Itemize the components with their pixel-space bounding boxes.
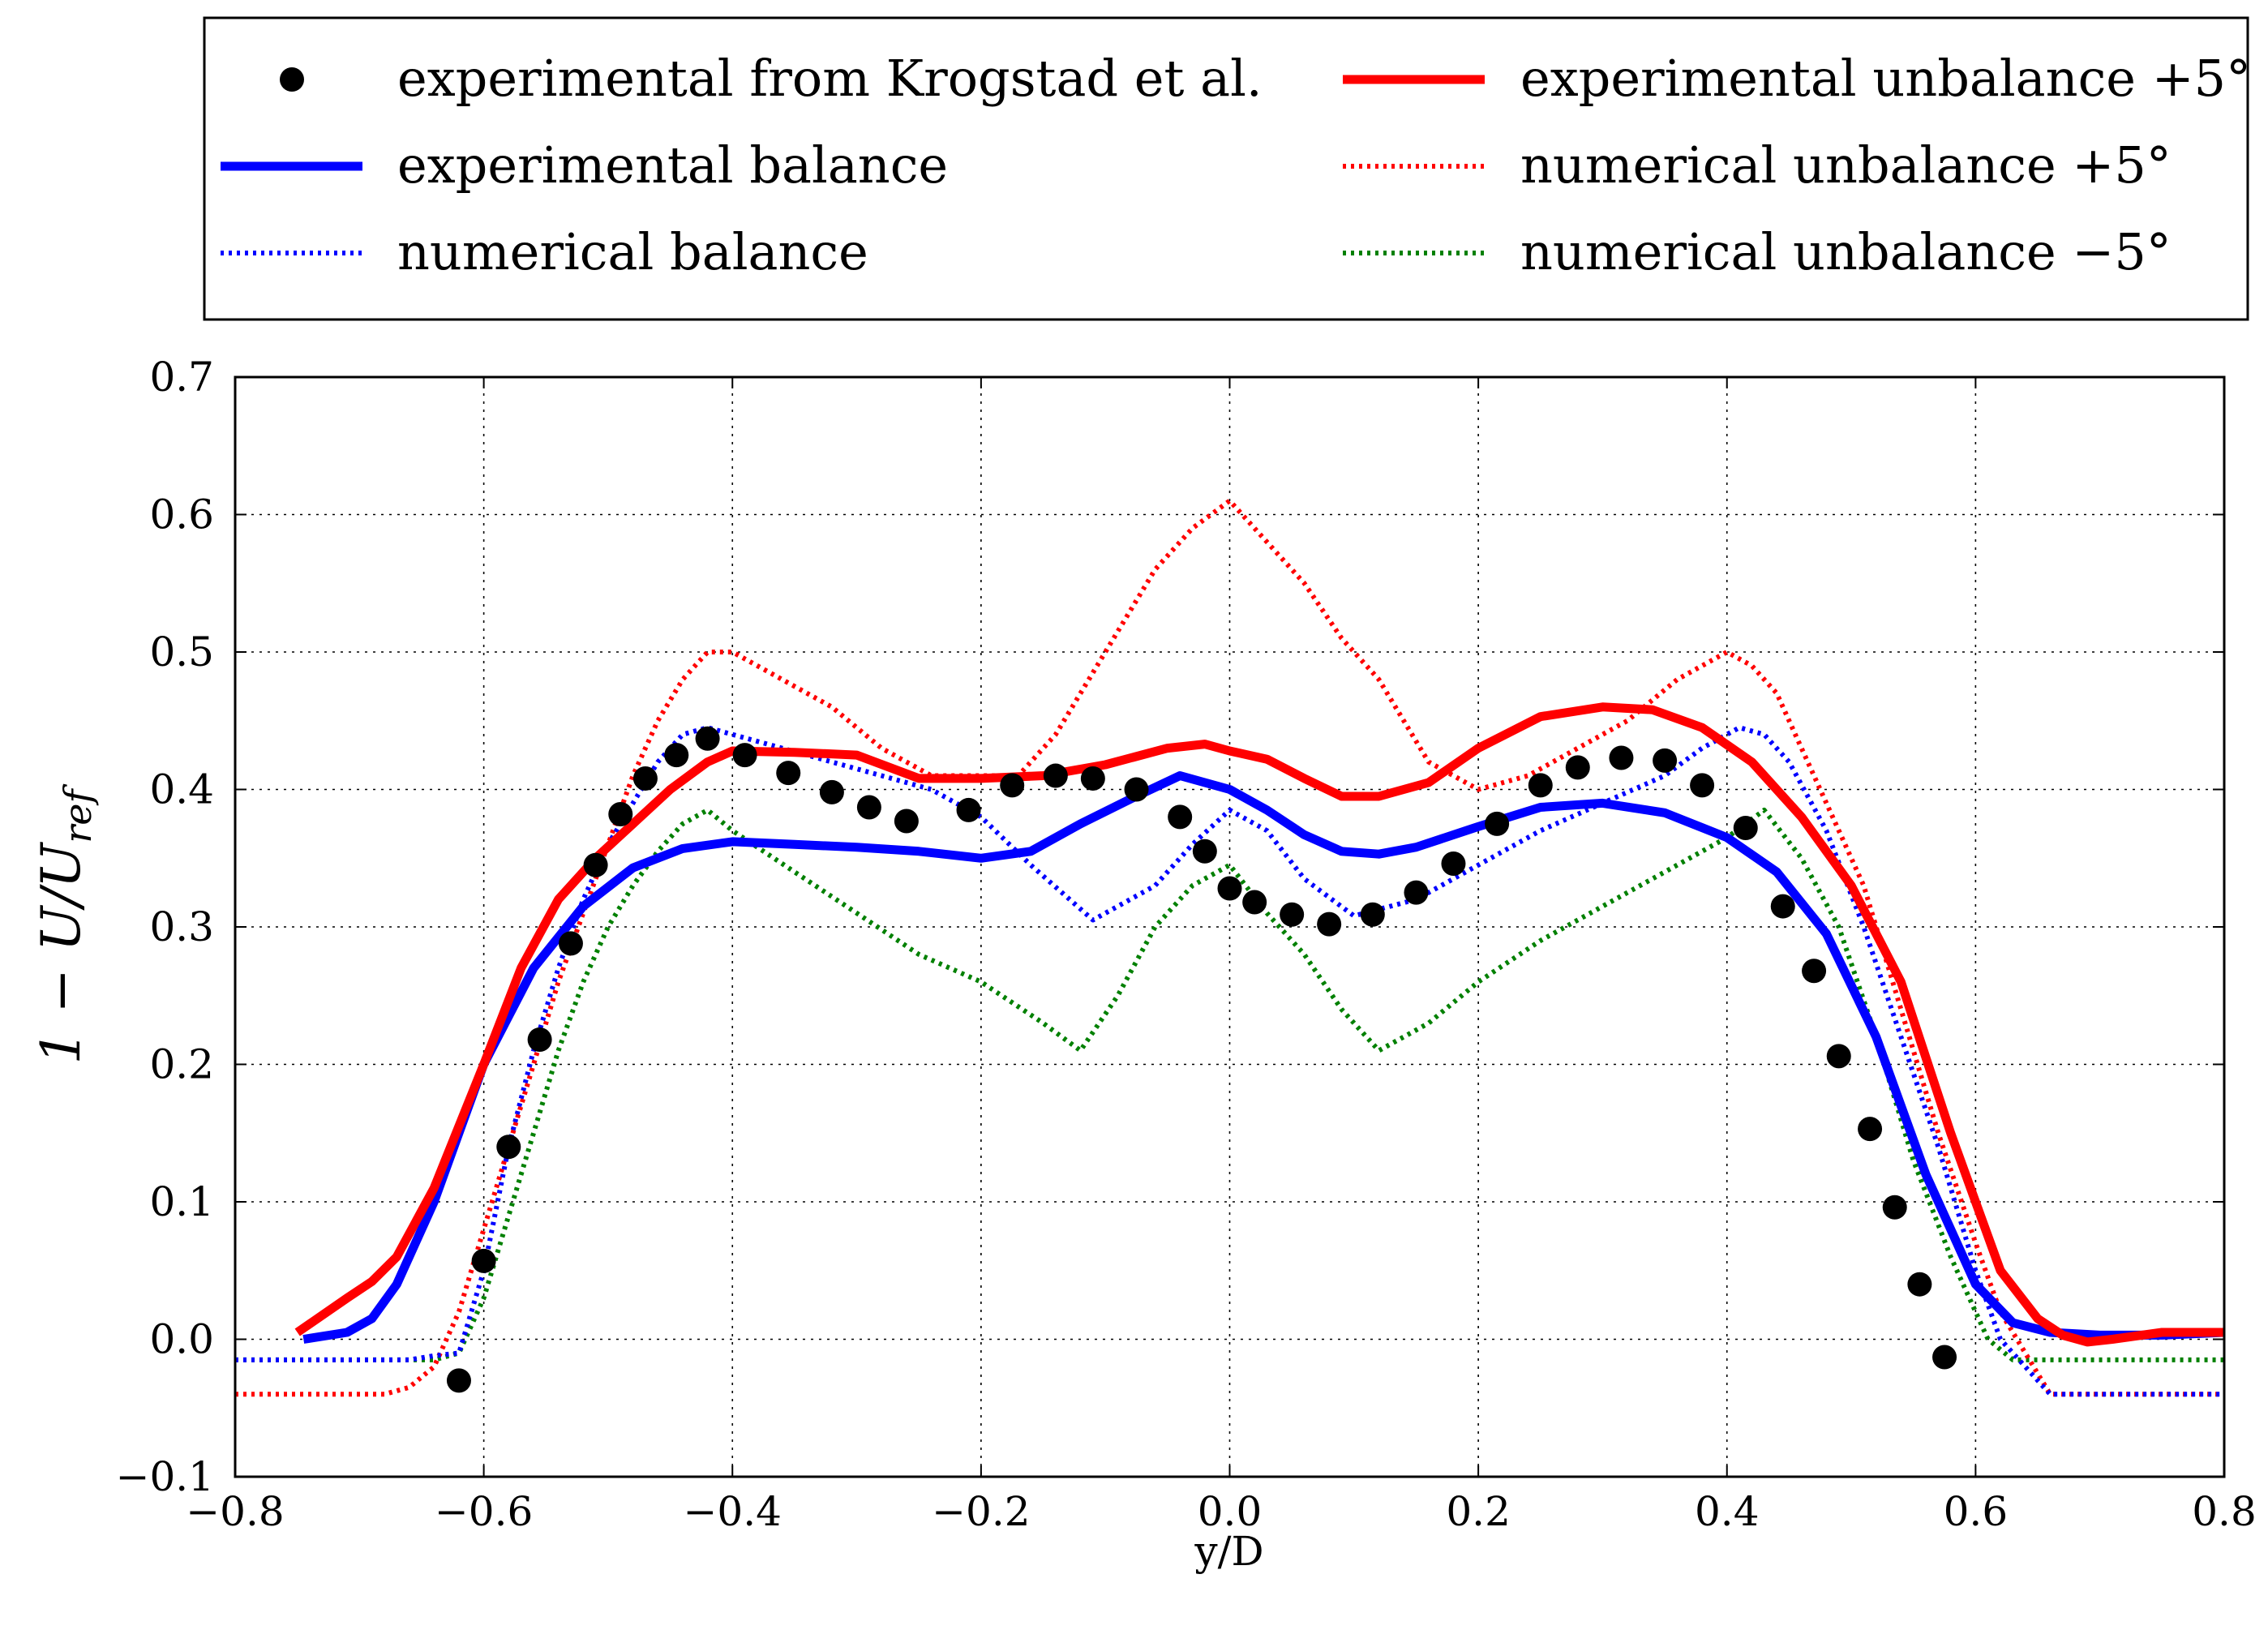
data-point (1802, 959, 1827, 984)
data-point (1528, 773, 1553, 798)
x-tick-label: 0.8 (2192, 1488, 2257, 1535)
x-axis-label: y/D (1194, 1528, 1263, 1575)
y-tick-label: 0.5 (149, 628, 214, 676)
y-axis-label-main: 1 − U/U (30, 841, 92, 1064)
data-point (608, 802, 633, 827)
legend-entry-3: experimental unbalance +5° (1343, 49, 2251, 108)
data-point (1858, 1117, 1883, 1142)
x-tick-label: 0.0 (1198, 1488, 1263, 1535)
data-point (1770, 894, 1795, 919)
data-point (819, 779, 844, 804)
data-point (956, 797, 981, 822)
y-tick-label: 0.1 (149, 1178, 214, 1225)
x-tick-label: −0.2 (932, 1488, 1030, 1535)
data-point (1124, 777, 1149, 802)
data-point (527, 1027, 552, 1052)
data-point (695, 726, 720, 751)
legend: experimental from Krogstad et al. experim… (203, 16, 2251, 321)
data-point (1907, 1272, 1932, 1297)
legend-entry-2: numerical balance (221, 222, 868, 281)
legend-marker (280, 67, 304, 92)
legend-entry-0: experimental from Krogstad et al. (280, 49, 1263, 108)
y-tick-label: −0.1 (116, 1453, 214, 1500)
data-point (856, 795, 881, 820)
y-tick-label: 0.0 (149, 1316, 214, 1363)
x-tick-label: 0.4 (1695, 1488, 1760, 1535)
y-tick-label: 0.3 (149, 903, 214, 950)
x-tick-label: −0.6 (435, 1488, 533, 1535)
series-0-markers (446, 726, 1957, 1393)
legend-label: experimental unbalance +5° (1520, 49, 2251, 108)
legend-label: experimental from Krogstad et al. (397, 49, 1263, 108)
legend-entry-4: numerical unbalance +5° (1343, 135, 2172, 195)
x-tick-label: 0.2 (1446, 1488, 1511, 1535)
y-tick-label: 0.4 (149, 766, 214, 813)
y-tick-label: 0.2 (149, 1041, 214, 1088)
data-point (1000, 773, 1025, 798)
data-point (583, 852, 608, 877)
data-point (1565, 755, 1590, 780)
x-tick-label: −0.8 (186, 1488, 284, 1535)
y-tick-label: 0.6 (149, 491, 214, 538)
data-point (1653, 748, 1678, 773)
data-point (1485, 811, 1510, 836)
series-4-line (235, 498, 2224, 1397)
data-point (1932, 1345, 1957, 1370)
data-point (1043, 763, 1068, 788)
data-point (1168, 804, 1193, 830)
data-point (446, 1368, 471, 1393)
data-point (1280, 902, 1305, 927)
data-point (1404, 880, 1429, 905)
legend-label: numerical unbalance −5° (1520, 222, 2172, 281)
series-3-line (294, 702, 2224, 1347)
series-1-line (302, 771, 2225, 1344)
series-5-line (235, 807, 2224, 1362)
data-point (1826, 1044, 1851, 1069)
y-axis-label-subscript: ref (56, 784, 100, 843)
data-point (1441, 851, 1466, 877)
data-point (1217, 876, 1242, 901)
data-point (732, 743, 757, 768)
data-point (558, 931, 583, 956)
legend-entry-1: experimental balance (221, 135, 948, 195)
legend-label: numerical balance (397, 222, 868, 281)
data-point (632, 766, 658, 791)
data-point (1192, 839, 1217, 864)
data-point (1317, 912, 1342, 937)
plot-area: −0.8 −0.6 −0.4 −0.2 0.0 0.2 0.4 0.6 0.8 −0.1 0.0 0.… (116, 354, 2257, 1535)
data-point (664, 743, 689, 768)
data-point (1360, 902, 1385, 927)
data-point (894, 809, 919, 834)
legend-label: numerical unbalance +5° (1520, 135, 2172, 195)
data-point (1882, 1195, 1907, 1220)
y-axis-label: 1 − U/Uref (30, 784, 100, 1065)
data-point (471, 1248, 496, 1273)
legend-box (203, 16, 2249, 321)
legend-entry-5: numerical unbalance −5° (1343, 222, 2172, 281)
x-tick-label: −0.4 (684, 1488, 782, 1535)
data-point (776, 761, 801, 786)
data-point (1080, 766, 1105, 791)
x-tick-label: 0.6 (1944, 1488, 2009, 1535)
data-point (1690, 773, 1715, 798)
y-tick-label: 0.7 (149, 354, 214, 401)
data-point (1242, 890, 1267, 915)
data-point (496, 1135, 521, 1160)
data-point (1733, 815, 1758, 840)
data-point (1609, 745, 1634, 770)
legend-label: experimental balance (397, 135, 948, 195)
